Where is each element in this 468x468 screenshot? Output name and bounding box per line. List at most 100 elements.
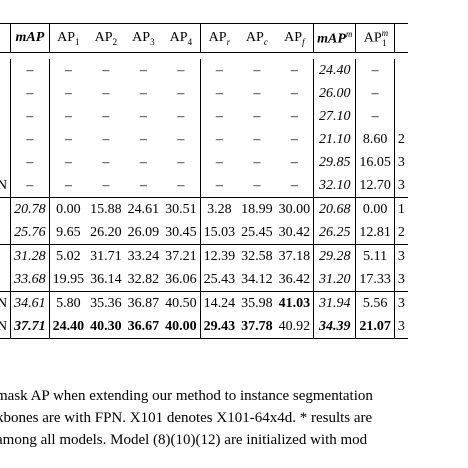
cell-apf: – <box>275 82 315 105</box>
row-label: N <box>0 315 12 339</box>
cell-ap1m: – <box>355 105 395 128</box>
cell-ap3: – <box>139 154 147 170</box>
cell-apc: – <box>253 131 261 147</box>
cell-map: 37.71 <box>10 315 50 339</box>
cell-apr: 25.43 <box>203 271 236 287</box>
header-row: mAP AP1 AP2 AP3 AP4 APr APc APf mAPm APm… <box>0 23 408 53</box>
cell-mapm: 26.00 <box>313 82 357 105</box>
header-label <box>0 23 12 53</box>
cell-tail: 2 <box>397 224 405 240</box>
cell-ap2: – <box>102 131 110 147</box>
cell-ap1m: 5.56 <box>355 291 395 315</box>
cell-apr: 3.28 <box>200 197 239 221</box>
cell-apf: – <box>275 151 315 174</box>
cell-ap2: – <box>102 85 110 101</box>
cell-apr: 14.24 <box>200 291 239 315</box>
cell-ap4: – <box>162 59 201 82</box>
cell-ap2: 35.36 <box>87 291 125 315</box>
row-label <box>0 128 12 151</box>
cell-ap4: 36.06 <box>162 268 201 292</box>
cell-ap4: 30.45 <box>162 221 201 245</box>
cell-ap2: 31.71 <box>87 244 125 268</box>
cell-apc: 34.12 <box>241 271 273 287</box>
cell-ap3: – <box>139 108 147 124</box>
cell-apc: 18.99 <box>238 197 276 221</box>
cell-ap1: 5.80 <box>49 291 88 315</box>
cell-ap1: – <box>64 108 72 124</box>
cell-ap4: – <box>162 128 201 151</box>
cell-ap2: – <box>102 62 110 78</box>
cell-mapm: 31.20 <box>313 268 357 292</box>
cell-ap1: – <box>64 85 72 101</box>
cell-mapm: 31.94 <box>313 291 357 315</box>
caption-line: mask AP when extending our method to ins… <box>0 388 373 404</box>
header-ap4: AP4 <box>162 23 201 53</box>
cell-apf: – <box>275 105 315 128</box>
row-label <box>0 105 12 128</box>
cell-mapm: 32.10 <box>313 174 357 198</box>
cell-ap1: 9.65 <box>56 224 81 240</box>
cell-tail: 2 <box>397 131 405 147</box>
row-label <box>0 197 12 221</box>
cell-apf: 30.42 <box>275 221 315 245</box>
header-tail <box>394 23 408 53</box>
cell-apr: – <box>215 62 223 78</box>
cell-ap2: 40.30 <box>87 315 125 339</box>
header-mapm: mAPm <box>313 23 357 53</box>
cell-apr: – <box>215 85 223 101</box>
cell-tail <box>394 105 408 128</box>
caption-line: kbones are with FPN. X101 denotes X101-6… <box>0 410 373 426</box>
row-label <box>0 221 12 245</box>
cell-ap1: – <box>64 62 72 78</box>
cell-tail: 3 <box>397 154 405 170</box>
table-row: N 37.71 24.40 40.30 36.67 40.00 29.43 37… <box>0 315 408 339</box>
cell-ap3: – <box>139 62 147 78</box>
cell-map: – <box>10 128 50 151</box>
cell-apr: 15.03 <box>203 224 236 240</box>
cell-ap4: – <box>162 105 201 128</box>
cell-apf: 41.03 <box>275 291 315 315</box>
results-table: mAP AP1 AP2 AP3 AP4 APr APc APf mAPm APm… <box>0 23 408 339</box>
cell-apf: 30.00 <box>275 197 315 221</box>
cell-ap1: – <box>64 177 72 193</box>
cell-map: 34.61 <box>10 291 50 315</box>
cell-ap1: 0.00 <box>49 197 88 221</box>
cell-ap1m: 0.00 <box>355 197 395 221</box>
row-label <box>0 59 12 82</box>
cell-ap1: 19.95 <box>52 271 85 287</box>
cell-ap3: 32.82 <box>127 271 160 287</box>
cell-ap4: 40.00 <box>162 315 201 339</box>
table-row: 33.68 19.95 36.14 32.82 36.06 25.43 34.1… <box>0 268 408 292</box>
row-label <box>0 82 12 105</box>
cell-tail: 3 <box>394 291 408 315</box>
cell-apr: – <box>215 131 223 147</box>
header-ap1: AP1 <box>49 23 88 53</box>
cell-ap3: 26.09 <box>127 224 160 240</box>
cell-apr: – <box>215 108 223 124</box>
cell-map: 31.28 <box>10 244 50 268</box>
cell-ap4: – <box>162 174 201 198</box>
table-caption: mask AP when extending our method to ins… <box>0 385 468 451</box>
cell-tail: 3 <box>394 315 408 339</box>
header-ap1m: APm1 <box>355 23 395 53</box>
cell-ap1m: 17.33 <box>355 268 395 292</box>
cell-map: – <box>10 82 50 105</box>
cell-map: 33.68 <box>10 268 50 292</box>
cell-apf: – <box>275 174 315 198</box>
cell-ap1m: 12.70 <box>355 174 395 198</box>
cell-ap1m: 5.11 <box>355 244 395 268</box>
row-label <box>0 151 12 174</box>
cell-ap1m: 16.05 <box>355 151 395 174</box>
cell-tail: 3 <box>397 177 405 193</box>
cell-ap1: 24.40 <box>49 315 88 339</box>
cell-apr: 12.39 <box>200 244 239 268</box>
cell-apf: – <box>275 59 315 82</box>
cell-ap1m: – <box>355 82 395 105</box>
cell-mapm: 26.25 <box>313 221 357 245</box>
header-map: mAP <box>10 23 50 53</box>
header-ap3: AP3 <box>124 23 163 53</box>
cell-ap2: 36.14 <box>90 271 122 287</box>
table-row: N – – – – – – – – 32.10 12.70 3 <box>0 174 408 198</box>
cell-ap2: – <box>102 154 110 170</box>
